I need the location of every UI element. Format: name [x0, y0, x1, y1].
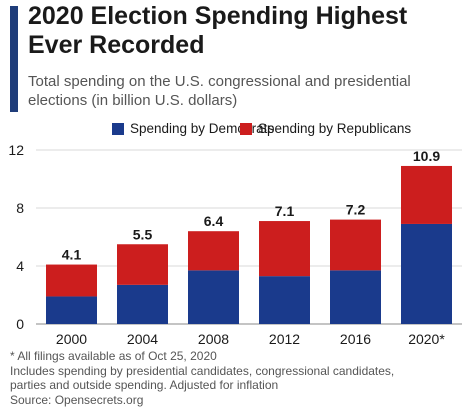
- legend-item-democrats: Spending by Democrats: [112, 121, 274, 136]
- bar-democrats: [46, 296, 97, 324]
- title-accent-bar: [10, 6, 18, 112]
- bar-democrats: [188, 270, 239, 324]
- y-tick-label: 8: [16, 200, 24, 216]
- data-label-total: 7.1: [275, 203, 295, 219]
- data-label-total: 7.2: [346, 202, 366, 218]
- footnote-filings: * All filings available as of Oct 25, 20…: [10, 349, 217, 363]
- bar-republicans: [188, 231, 239, 271]
- chart-title: 2020 Election Spending Highest Ever Reco…: [28, 2, 468, 60]
- y-tick-label: 0: [16, 316, 24, 332]
- bar-chart: 0 4 8 12 4.1 2000 5.5 2004 6.4 2008 7.1 2012 7.2 2016…: [8, 142, 462, 347]
- x-tick-label: 2012: [269, 331, 300, 347]
- legend-item-republicans: Spending by Republicans: [240, 121, 411, 136]
- footnote-includes-line-2: parties and outside spending. Adjusted f…: [10, 378, 279, 392]
- source-note: Source: Opensecrets.org: [10, 392, 144, 407]
- bar-democrats: [259, 276, 310, 324]
- bar-republicans: [330, 219, 381, 271]
- x-tick-label: 2008: [198, 331, 229, 347]
- legend-label-republicans: Spending by Republicans: [258, 121, 412, 136]
- legend-swatch-republicans: [240, 122, 252, 135]
- data-label-total: 4.1: [62, 247, 82, 263]
- legend-label-democrats: Spending by Democrats: [130, 121, 275, 136]
- y-tick-label: 12: [8, 142, 24, 158]
- footnote-includes-line-1: Includes spending by presidential candid…: [10, 363, 395, 378]
- bar-democrats: [117, 284, 168, 324]
- chart-subtitle-line-2: elections (in billion U.S. dollars): [28, 92, 238, 109]
- chart-title-line-2: Ever Recorded: [28, 31, 205, 59]
- bar-democrats: [401, 223, 452, 324]
- bar-republicans: [259, 221, 310, 277]
- data-label-total: 5.5: [133, 226, 153, 242]
- legend-swatch-democrats: [112, 122, 124, 135]
- chart-title-line-1: 2020 Election Spending Highest: [28, 2, 408, 30]
- x-tick-label: 2000: [56, 331, 87, 347]
- x-tick-label: 2004: [127, 331, 158, 347]
- x-tick-label: 2020*: [408, 331, 445, 347]
- x-tick-label: 2016: [340, 331, 371, 347]
- y-tick-label: 4: [16, 258, 24, 274]
- chart-legend: Spending by Democrats Spending by Republ…: [0, 121, 474, 139]
- chart-subtitle-line-1: Total spending on the U.S. congressional…: [28, 73, 411, 90]
- bar-democrats: [330, 270, 381, 324]
- chart-notes: * All filings available as of Oct 25, 20…: [10, 349, 470, 407]
- bar-republicans: [401, 165, 452, 224]
- bar-republicans: [46, 264, 97, 297]
- chart-subtitle: Total spending on the U.S. congressional…: [28, 72, 468, 110]
- data-label-total: 6.4: [204, 213, 224, 229]
- bar-republicans: [117, 244, 168, 285]
- data-label-total: 10.9: [413, 148, 440, 164]
